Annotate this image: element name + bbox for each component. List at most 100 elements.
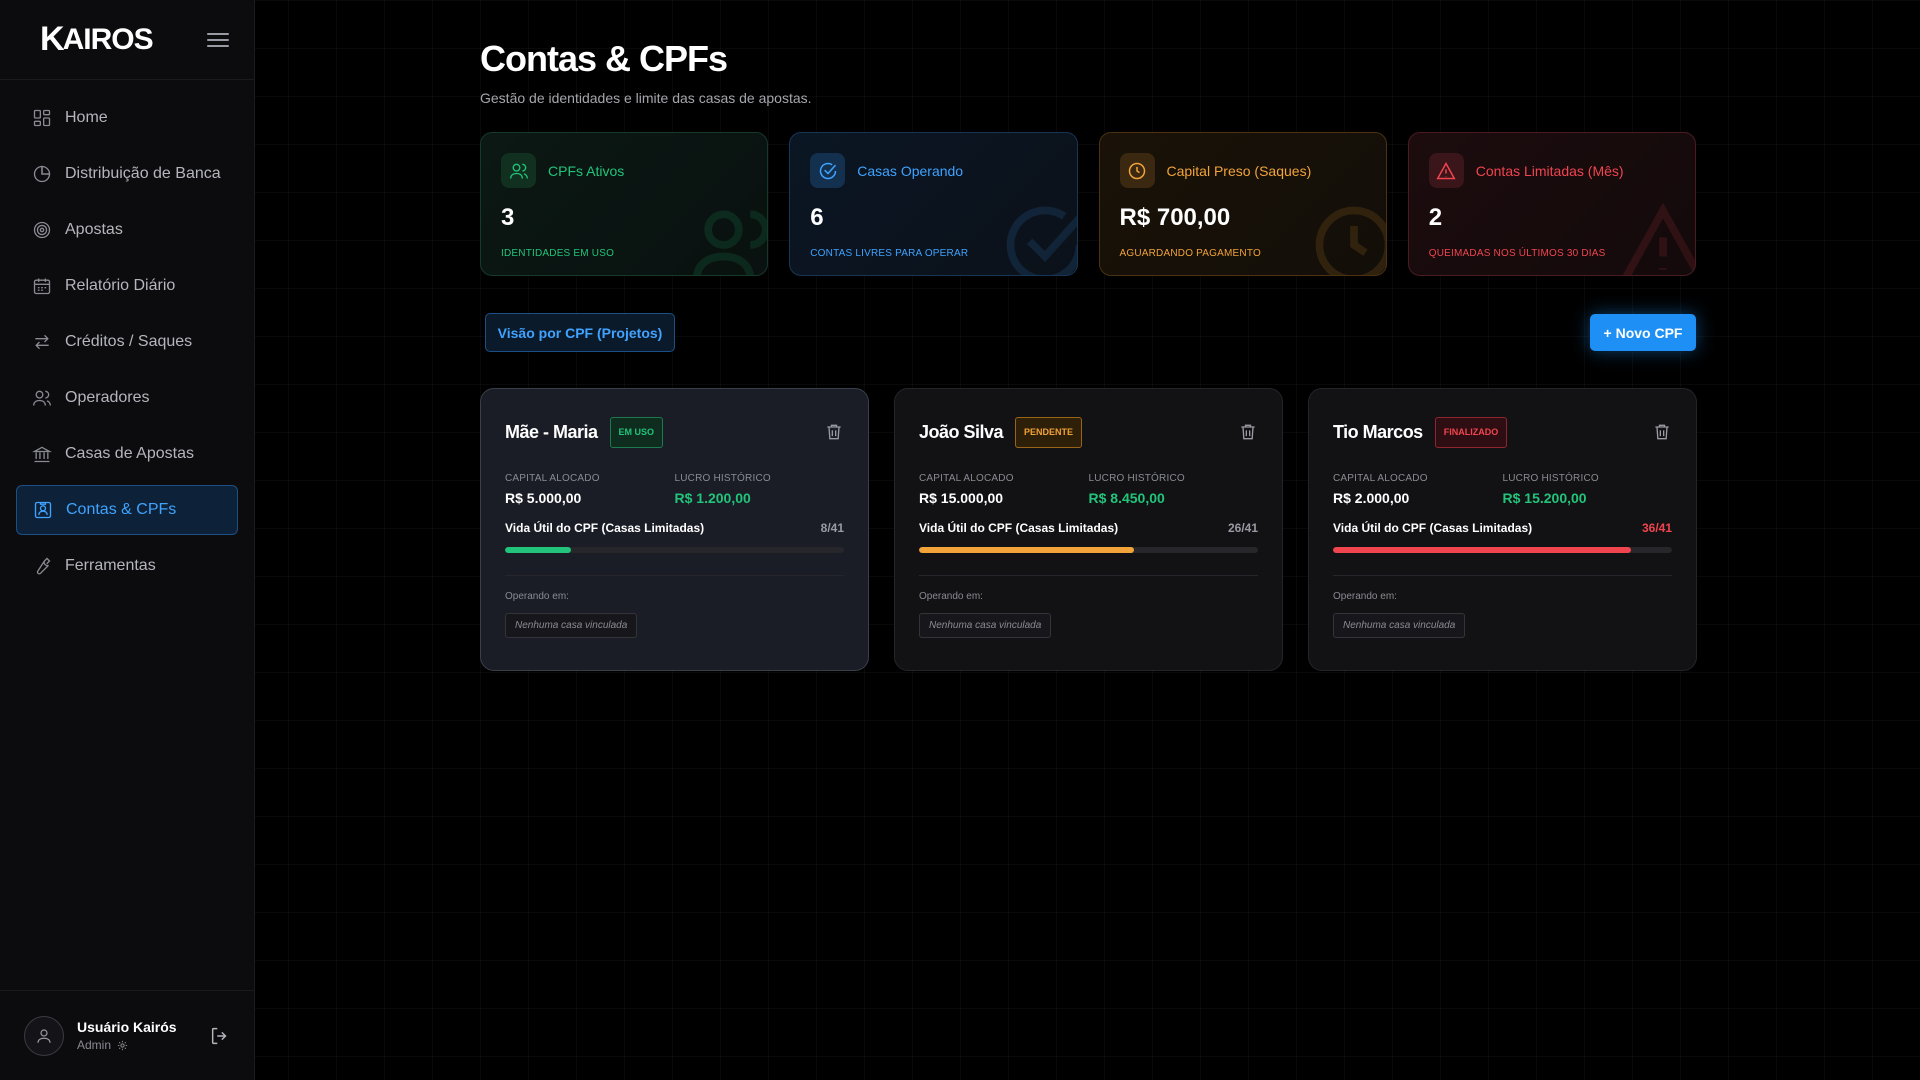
- stat-label: CPFs Ativos: [548, 162, 625, 179]
- trash-icon[interactable]: [1652, 422, 1672, 442]
- logout-icon[interactable]: [209, 1025, 231, 1047]
- kairos-logo[interactable]: K AIROS: [40, 20, 154, 59]
- sidebar-item-home[interactable]: Home: [16, 93, 238, 143]
- cpf-name: Tio Marcos: [1333, 421, 1423, 442]
- trash-icon[interactable]: [1238, 422, 1258, 442]
- sidebar-item-relatorio[interactable]: Relatório Diário: [16, 261, 238, 311]
- lucro-value: R$ 8.450,00: [1088, 490, 1165, 506]
- sidebar-item-distribuicao[interactable]: Distribuição de Banca: [16, 149, 238, 199]
- user-role: Admin: [77, 1038, 112, 1052]
- id-card-icon: [34, 501, 52, 519]
- stat-value: 2: [1428, 204, 1443, 231]
- status-badge: Pendente: [1015, 416, 1083, 448]
- warning-icon: [1436, 161, 1456, 179]
- users-icon: [509, 163, 528, 179]
- lucro-label: Lucro Histórico: [1502, 473, 1599, 484]
- cpf-card[interactable]: Tio Marcos Finalizado Capital Alocado R$…: [1308, 388, 1697, 671]
- sidebar-item-creditos[interactable]: Créditos / Saques: [16, 317, 238, 367]
- user-info: Usuário Kairós Admin: [77, 1019, 209, 1052]
- stat-label: Capital Preso (Saques): [1166, 162, 1312, 179]
- pie-chart-icon: [33, 165, 51, 183]
- sidebar-item-casas[interactable]: Casas de Apostas: [16, 429, 238, 479]
- trash-icon[interactable]: [824, 422, 844, 442]
- stat-caption: Identidades em uso: [501, 248, 615, 259]
- check-circle-watermark-icon: [1006, 206, 1077, 275]
- sidebar-item-operadores[interactable]: Operadores: [16, 373, 238, 423]
- lucro-value: R$ 15.200,00: [1502, 490, 1587, 506]
- life-label: Vida Útil do CPF (Casas Limitadas): [1333, 521, 1533, 535]
- stat-label: Casas Operando: [857, 162, 964, 179]
- life-count: 8/41: [820, 521, 844, 535]
- page-subtitle: Gestão de identidades e limite das casas…: [480, 90, 812, 106]
- hamburger-menu-icon[interactable]: [207, 29, 229, 51]
- sidebar-item-contas[interactable]: Contas & CPFs: [16, 485, 238, 535]
- sidebar-item-label: Apostas: [65, 221, 123, 238]
- sidebar-item-label: Contas & CPFs: [66, 501, 177, 518]
- stats-row: CPFs Ativos 3 Identidades em uso Casas O…: [480, 132, 1696, 276]
- life-label: Vida Útil do CPF (Casas Limitadas): [505, 521, 705, 535]
- warning-watermark-icon: [1622, 202, 1695, 275]
- sidebar-item-label: Créditos / Saques: [65, 333, 193, 350]
- life-progress-fill: [505, 547, 572, 553]
- stat-value: R$ 700,00: [1119, 204, 1231, 231]
- target-icon: [33, 221, 51, 239]
- cpf-cards: Mãe - Maria Em uso Capital Alocado R$ 5.…: [480, 388, 1697, 671]
- status-badge: Finalizado: [1434, 416, 1508, 448]
- life-progress-bar: [505, 547, 844, 553]
- logo-letter: K: [40, 20, 65, 58]
- sidebar-item-label: Operadores: [65, 389, 150, 406]
- wrench-icon: [36, 557, 51, 575]
- stat-card-contas-limitadas: Contas Limitadas (Mês) 2 Queimadas nos ú…: [1407, 132, 1696, 276]
- users-icon: [33, 390, 51, 406]
- lucro-label: Lucro Histórico: [674, 473, 771, 484]
- cpf-card[interactable]: João Silva Pendente Capital Alocado R$ 1…: [894, 388, 1283, 671]
- calendar-icon: [33, 278, 51, 295]
- capital-label: Capital Alocado: [505, 473, 600, 484]
- check-circle-icon: [819, 162, 836, 179]
- capital-value: R$ 5.000,00: [505, 490, 582, 506]
- life-count: 36/41: [1641, 521, 1672, 535]
- life-progress-bar: [1333, 547, 1672, 553]
- operating-chip: Nenhuma casa vinculada: [919, 613, 1052, 638]
- sidebar-item-label: Relatório Diário: [65, 277, 176, 294]
- sidebar: K AIROS Home Distribuição de Banca Aposta…: [0, 0, 255, 1080]
- stat-card-casas-operando: Casas Operando 6 Contas livres para oper…: [789, 132, 1078, 276]
- capital-label: Capital Alocado: [919, 473, 1014, 484]
- avatar[interactable]: [24, 1015, 64, 1056]
- sidebar-item-apostas[interactable]: Apostas: [16, 205, 238, 255]
- capital-value: R$ 15.000,00: [919, 490, 1004, 506]
- user-panel: Usuário Kairós Admin: [0, 990, 255, 1080]
- sidebar-item-ferramentas[interactable]: Ferramentas: [16, 541, 238, 591]
- gear-icon[interactable]: [117, 1040, 128, 1051]
- arrows-swap-icon: [35, 334, 49, 350]
- cpf-name: João Silva: [919, 421, 1004, 442]
- sidebar-item-label: Home: [65, 109, 108, 126]
- capital-label: Capital Alocado: [1333, 473, 1428, 484]
- view-by-cpf-button[interactable]: Visão por CPF (Projetos): [485, 313, 675, 352]
- status-badge: Em uso: [609, 416, 664, 448]
- operating-chip: Nenhuma casa vinculada: [1333, 613, 1466, 638]
- grid-icon: [33, 109, 51, 127]
- stat-caption: Contas livres para operar: [810, 248, 969, 259]
- life-progress-bar: [919, 547, 1258, 553]
- stat-card-capital-preso: Capital Preso (Saques) R$ 700,00 Aguarda…: [1098, 132, 1387, 276]
- brand-bar: K AIROS: [0, 0, 254, 80]
- operating-label: Operando em:: [1333, 591, 1397, 602]
- operating-chip: Nenhuma casa vinculada: [505, 613, 638, 638]
- sidebar-item-label: Distribuição de Banca: [65, 165, 221, 182]
- sidebar-item-label: Ferramentas: [65, 557, 156, 574]
- stat-value: 3: [501, 204, 515, 231]
- cpf-card[interactable]: Mãe - Maria Em uso Capital Alocado R$ 5.…: [480, 388, 869, 671]
- capital-value: R$ 2.000,00: [1333, 490, 1410, 506]
- user-name: Usuário Kairós: [77, 1019, 177, 1035]
- clock-icon: [1128, 162, 1146, 179]
- clock-watermark-icon: [1315, 206, 1386, 275]
- sidebar-item-label: Casas de Apostas: [65, 445, 194, 462]
- operating-label: Operando em:: [919, 591, 983, 602]
- stat-value: 6: [810, 204, 824, 231]
- new-cpf-button[interactable]: + Novo CPF: [1590, 314, 1696, 351]
- stat-card-cpfs-ativos: CPFs Ativos 3 Identidades em uso: [480, 132, 769, 276]
- lucro-value: R$ 1.200,00: [674, 490, 751, 506]
- bank-icon: [32, 446, 52, 463]
- page-title: Contas & CPFs: [480, 38, 728, 79]
